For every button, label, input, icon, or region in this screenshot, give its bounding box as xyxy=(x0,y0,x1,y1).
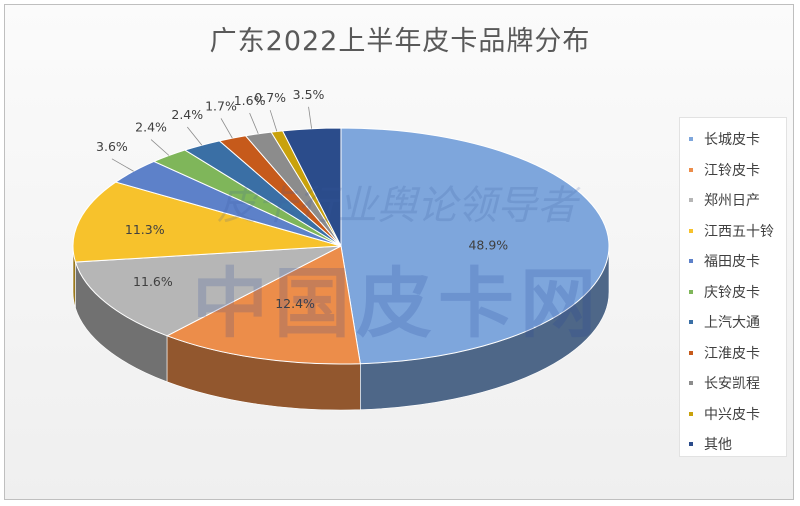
pie-slice-3 xyxy=(72,181,342,263)
legend-swatch xyxy=(689,381,693,386)
legend-swatch xyxy=(689,442,693,447)
legend-label: 其他 xyxy=(704,437,732,454)
chart-frame: 广东2022上半年皮卡品牌分布 48.9% 12.4% 11.6% 11.3% 3.6%… xyxy=(4,4,794,500)
legend-label: 上汽大通 xyxy=(704,315,760,332)
pie-data-labels: 48.9%12.4%11.6%11.3%3.6%2.4%2.4%1.7%1.6%… xyxy=(96,87,508,311)
leader-line-4 xyxy=(111,158,134,172)
leader-line-8 xyxy=(249,112,259,134)
legend-swatch xyxy=(689,137,693,142)
legend-label: 长城皮卡 xyxy=(704,132,760,149)
data-label-2: 11.6% xyxy=(133,274,173,289)
legend-swatch xyxy=(689,259,693,264)
legend-swatch xyxy=(689,167,693,172)
legend-item: 江西五十铃 xyxy=(680,216,786,247)
legend-swatch xyxy=(689,320,693,325)
data-label-4: 3.6% xyxy=(96,139,128,154)
data-label-5: 2.4% xyxy=(135,120,167,135)
legend-label: 郑州日产 xyxy=(704,193,760,210)
legend-swatch xyxy=(689,198,693,203)
legend-label: 中兴皮卡 xyxy=(704,406,760,423)
legend-item: 上汽大通 xyxy=(680,307,786,338)
data-label-8: 1.6% xyxy=(234,93,266,108)
pie-slice-2 xyxy=(74,245,342,337)
legend-item: 江铃皮卡 xyxy=(680,155,786,186)
legend-swatch xyxy=(689,228,693,233)
legend-label: 江铃皮卡 xyxy=(704,162,760,179)
leader-line-5 xyxy=(150,139,170,156)
data-label-9: 0.7% xyxy=(254,90,286,105)
watermark-slogan: 皮卡行业舆论领导者 xyxy=(217,183,581,229)
pie-leader-lines xyxy=(111,106,313,172)
legend-label: 庆铃皮卡 xyxy=(704,284,760,301)
legend-label: 江西五十铃 xyxy=(704,223,774,240)
legend-item: 其他 xyxy=(680,429,786,460)
leader-line-6 xyxy=(186,126,203,146)
legend-item: 长城皮卡 xyxy=(680,124,786,155)
pie-slice-0 xyxy=(340,127,610,365)
legend-item: 江淮皮卡 xyxy=(680,338,786,369)
legend-label: 长安凯程 xyxy=(704,376,760,393)
chart-title: 广东2022上半年皮卡品牌分布 xyxy=(209,26,591,57)
pie-tops xyxy=(72,127,610,365)
leader-line-10 xyxy=(308,106,313,129)
data-label-1: 12.4% xyxy=(275,296,315,311)
legend-swatch xyxy=(689,350,693,355)
legend-item: 长安凯程 xyxy=(680,368,786,399)
data-label-3: 11.3% xyxy=(125,222,165,237)
data-label-0: 48.9% xyxy=(468,238,508,253)
legend-item: 中兴皮卡 xyxy=(680,399,786,430)
legend-item: 郑州日产 xyxy=(680,185,786,216)
legend: 长城皮卡江铃皮卡郑州日产江西五十铃福田皮卡庆铃皮卡上汽大通江淮皮卡长安凯程中兴皮… xyxy=(679,117,787,457)
leader-line-9 xyxy=(269,110,278,132)
pie-slice-10 xyxy=(281,127,342,247)
data-label-7: 1.7% xyxy=(205,98,237,113)
data-label-10: 3.5% xyxy=(293,87,325,102)
leader-line-7 xyxy=(220,118,233,139)
pie-chart: 48.9%12.4%11.6%11.3%3.6%2.4%2.4%1.7%1.6%… xyxy=(72,87,610,411)
legend-item: 庆铃皮卡 xyxy=(680,277,786,308)
watermark: 皮卡行业舆论领导者 中国皮卡网 xyxy=(192,183,602,348)
legend-label: 江淮皮卡 xyxy=(704,345,760,362)
legend-swatch xyxy=(689,411,693,416)
legend-label: 福田皮卡 xyxy=(704,254,760,271)
watermark-logo: 中国皮卡网 xyxy=(192,259,602,348)
legend-swatch xyxy=(689,289,693,294)
legend-item: 福田皮卡 xyxy=(680,246,786,277)
pie-slice-1 xyxy=(165,245,361,365)
data-label-6: 2.4% xyxy=(171,107,203,122)
